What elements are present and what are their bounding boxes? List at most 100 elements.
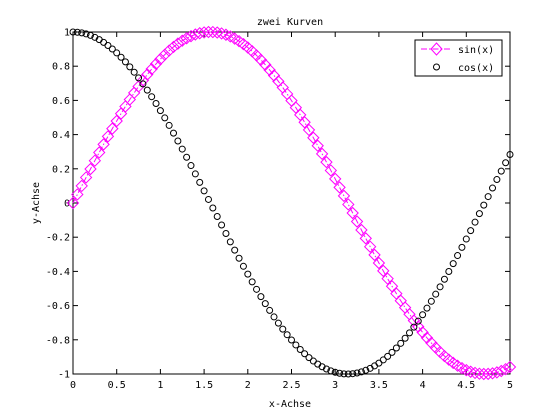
- data-point-cos: [213, 213, 221, 221]
- data-point-cos: [502, 159, 510, 167]
- data-point-sin: [363, 240, 377, 253]
- data-point-cos: [135, 74, 143, 82]
- data-point-cos: [458, 243, 466, 251]
- data-point-cos: [139, 80, 147, 88]
- data-point-cos: [336, 369, 344, 377]
- data-point-cos: [480, 201, 488, 209]
- data-point-sin: [171, 37, 185, 50]
- legend-box: [414, 39, 503, 77]
- data-point-cos: [104, 41, 112, 49]
- data-point-cos: [454, 252, 462, 260]
- x-tick-label: 3.5: [370, 380, 388, 391]
- y-tick-label: -1: [58, 370, 70, 381]
- data-point-sin: [149, 57, 163, 71]
- data-point-cos: [78, 29, 86, 37]
- x-tick-label: 4: [420, 380, 426, 391]
- data-point-sin: [71, 188, 84, 201]
- data-point-cos: [445, 268, 453, 276]
- data-point-cos: [467, 227, 475, 235]
- data-point-sin: [267, 69, 281, 82]
- data-point-cos: [349, 370, 357, 378]
- data-point-cos: [357, 368, 365, 376]
- data-point-cos: [143, 86, 151, 94]
- data-point-sin: [477, 367, 490, 381]
- x-tick-label: 0.5: [108, 380, 126, 391]
- data-point-cos: [327, 367, 335, 375]
- data-point-cos: [235, 254, 243, 262]
- data-point-sin: [311, 139, 324, 152]
- data-point-cos: [462, 235, 470, 243]
- data-point-cos: [484, 193, 492, 201]
- data-point-cos: [170, 129, 178, 137]
- legend-circle-icon: [433, 63, 440, 71]
- data-point-cos: [497, 167, 505, 175]
- data-point-cos: [405, 329, 413, 337]
- data-point-sin: [176, 34, 189, 47]
- data-point-cos: [362, 366, 370, 374]
- data-point-cos: [248, 278, 256, 286]
- data-point-cos: [257, 293, 265, 301]
- data-point-cos: [392, 344, 400, 352]
- data-point-cos: [253, 285, 261, 293]
- data-point-cos: [379, 356, 387, 364]
- data-point-sin: [75, 179, 88, 193]
- data-point-sin: [145, 62, 158, 76]
- data-point-sin: [106, 122, 119, 135]
- data-point-cos: [187, 162, 195, 170]
- data-point-sin: [167, 40, 180, 54]
- data-point-sin: [162, 44, 176, 57]
- data-point-cos: [244, 270, 252, 278]
- data-point-sin: [368, 248, 381, 262]
- data-point-sin: [337, 189, 351, 203]
- data-point-cos: [161, 114, 169, 122]
- data-point-sin: [224, 30, 237, 43]
- data-point-sin: [298, 116, 311, 129]
- data-point-sin: [468, 366, 482, 380]
- data-point-cos: [301, 350, 309, 358]
- data-point-sin: [307, 131, 320, 144]
- data-point-sin: [141, 68, 154, 81]
- data-point-sin: [197, 26, 211, 39]
- data-point-sin: [355, 223, 368, 237]
- data-point-cos: [305, 354, 313, 362]
- data-point-sin: [88, 154, 102, 167]
- x-tick-label: 2: [245, 380, 251, 391]
- data-point-sin: [473, 367, 486, 380]
- y-axis-ticks: -1 -0.8 -0.6 -0.4 -0.2 0 0.2 0.4 0.6 0.8 1: [46, 28, 510, 381]
- legend-label-cos: cos(x): [458, 63, 494, 74]
- data-point-cos: [423, 304, 431, 312]
- data-point-cos: [231, 246, 239, 254]
- data-point-cos: [204, 195, 212, 203]
- data-point-sin: [315, 147, 329, 161]
- data-point-cos: [475, 210, 483, 218]
- x-axis-label: x-Achse: [269, 399, 311, 410]
- y-tick-label: 0.8: [52, 62, 70, 73]
- data-point-sin: [101, 130, 115, 143]
- data-point-cos: [82, 30, 90, 38]
- data-point-cos: [108, 45, 116, 53]
- data-point-sin: [455, 361, 469, 375]
- x-tick-label: 3: [332, 380, 338, 391]
- data-point-sin: [324, 164, 338, 177]
- series-cos: [69, 28, 514, 378]
- data-point-sin: [136, 74, 150, 87]
- data-point-cos: [174, 137, 182, 145]
- data-point-cos: [471, 218, 479, 226]
- data-point-cos: [436, 283, 444, 291]
- data-point-cos: [397, 339, 405, 347]
- x-tick-label: 2.5: [282, 380, 300, 391]
- x-tick-label: 1.5: [195, 380, 213, 391]
- data-point-cos: [152, 100, 160, 108]
- data-point-cos: [401, 334, 409, 342]
- data-point-cos: [449, 260, 457, 268]
- x-tick-label: 5: [507, 380, 513, 391]
- data-point-cos: [261, 300, 269, 308]
- x-tick-label: 0: [70, 380, 76, 391]
- data-point-cos: [432, 290, 440, 298]
- data-point-cos: [218, 221, 226, 229]
- data-point-sin: [503, 360, 517, 374]
- data-point-cos: [130, 68, 138, 76]
- data-point-sin: [93, 146, 106, 159]
- data-point-sin: [180, 32, 193, 45]
